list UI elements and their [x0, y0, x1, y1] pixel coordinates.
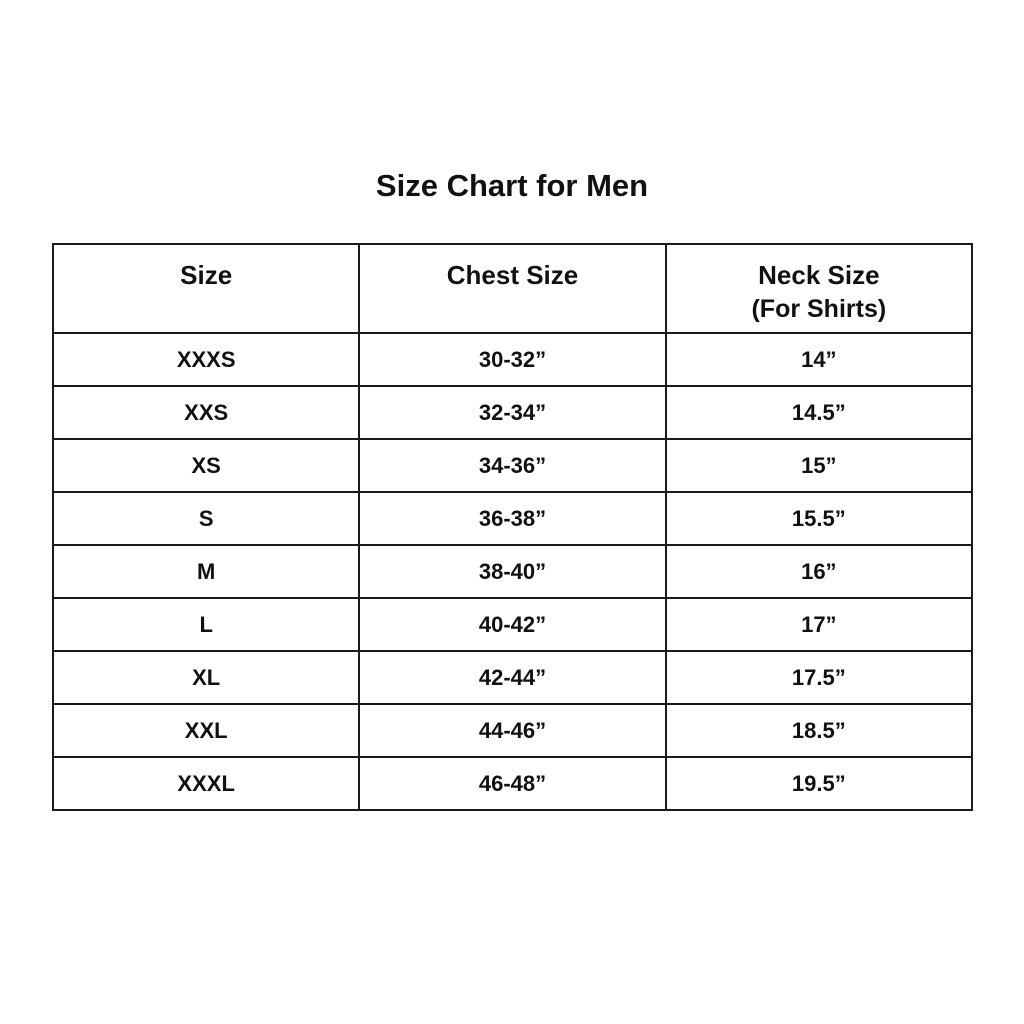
- cell-neck: 14”: [664, 332, 974, 387]
- cell-neck: 18.5”: [664, 703, 974, 758]
- size-chart-table: Size Chest Size Neck Size (For Shirts) X…: [51, 243, 974, 811]
- table-row: L 40-42” 17”: [51, 597, 974, 652]
- table-row: M 38-40” 16”: [51, 544, 974, 599]
- cell-size: XL: [51, 650, 361, 705]
- header-row: Size Chest Size Neck Size (For Shirts): [51, 243, 974, 334]
- cell-chest: 34-36”: [358, 438, 667, 493]
- cell-chest: 46-48”: [358, 756, 667, 811]
- cell-neck: 16”: [664, 544, 974, 599]
- cell-neck: 15.5”: [664, 491, 974, 546]
- cell-neck: 15”: [664, 438, 974, 493]
- cell-chest: 36-38”: [358, 491, 667, 546]
- cell-chest: 42-44”: [358, 650, 667, 705]
- cell-neck: 14.5”: [664, 385, 974, 440]
- cell-chest: 40-42”: [358, 597, 667, 652]
- header-neck-label: Neck Size: [758, 260, 880, 290]
- header-size: Size: [51, 243, 361, 334]
- header-neck-sublabel: (For Shirts): [751, 295, 887, 323]
- cell-size: XXXS: [51, 332, 361, 387]
- cell-size: XXXL: [51, 756, 361, 811]
- cell-size: XS: [51, 438, 361, 493]
- cell-size: M: [51, 544, 361, 599]
- table-row: XXS 32-34” 14.5”: [51, 385, 974, 440]
- cell-size: XXS: [51, 385, 361, 440]
- cell-neck: 17.5”: [664, 650, 974, 705]
- cell-size: XXL: [51, 703, 361, 758]
- table-row: XL 42-44” 17.5”: [51, 650, 974, 705]
- header-neck-size: Neck Size (For Shirts): [664, 243, 974, 334]
- cell-chest: 32-34”: [358, 385, 667, 440]
- cell-chest: 30-32”: [358, 332, 667, 387]
- cell-chest: 38-40”: [358, 544, 667, 599]
- cell-chest: 44-46”: [358, 703, 667, 758]
- cell-size: S: [51, 491, 361, 546]
- cell-neck: 19.5”: [664, 756, 974, 811]
- table-row: XXL 44-46” 18.5”: [51, 703, 974, 758]
- table-row: XXXS 30-32” 14”: [51, 332, 974, 387]
- cell-size: L: [51, 597, 361, 652]
- header-chest-size: Chest Size: [358, 243, 667, 334]
- table-row: S 36-38” 15.5”: [51, 491, 974, 546]
- table-row: XS 34-36” 15”: [51, 438, 974, 493]
- page-title: Size Chart for Men: [375, 168, 649, 203]
- table-row: XXXL 46-48” 19.5”: [51, 756, 974, 811]
- cell-neck: 17”: [664, 597, 974, 652]
